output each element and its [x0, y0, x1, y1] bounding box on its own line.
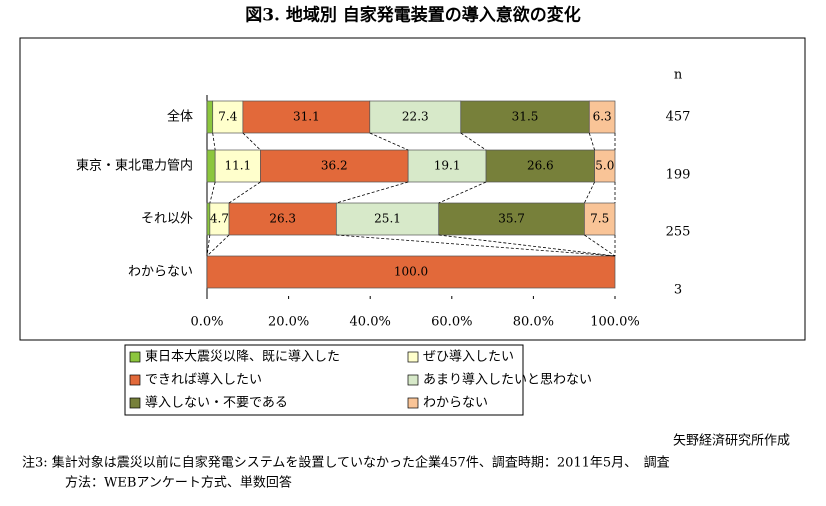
value-label: 31.1: [293, 110, 320, 124]
legend-swatch: [129, 374, 141, 386]
legend-swatch: [407, 397, 419, 409]
n-value: 3: [674, 283, 682, 298]
value-label: 4.7: [210, 212, 229, 226]
connector: [369, 132, 409, 151]
n-value: 199: [666, 168, 691, 183]
bar-segment: [228, 202, 337, 236]
value-label: 35.7: [498, 212, 525, 226]
legend-label: わからない: [423, 396, 488, 411]
legend-swatch: [407, 374, 419, 386]
connector: [212, 132, 216, 151]
value-label: 26.6: [527, 159, 554, 173]
bar-segment: [407, 149, 487, 183]
legend-frame: [124, 344, 524, 416]
x-tick-label: 60.0%: [431, 315, 472, 330]
x-tick-label: 100.0%: [590, 315, 640, 330]
value-label: 19.1: [434, 159, 461, 173]
y-tick-label: わからない: [128, 265, 193, 280]
bar-segment: [584, 202, 616, 236]
n-header: n: [674, 68, 683, 83]
x-tick-label: 80.0%: [513, 315, 554, 330]
y-tick-label: それ以外: [141, 212, 193, 227]
legend-label: あまり導入したいと思わない: [423, 373, 592, 388]
value-label: 100.0: [394, 265, 428, 279]
bar-segment: [369, 100, 462, 134]
n-value: 457: [666, 110, 691, 125]
connector: [438, 181, 487, 204]
connector: [209, 181, 216, 204]
bar-segment: [460, 100, 590, 134]
connector: [206, 234, 211, 257]
value-label: 11.1: [224, 159, 251, 173]
source: 矢野経済研究所作成: [673, 433, 790, 449]
legend-label: ぜひ導入したい: [423, 350, 514, 365]
connector: [336, 234, 616, 257]
value-label: 6.3: [593, 110, 612, 124]
legend-swatch: [407, 351, 419, 363]
chart-frame: [19, 37, 806, 341]
bar-segment: [206, 255, 616, 289]
value-label: 31.5: [512, 110, 539, 124]
connector: [584, 181, 595, 204]
legend-label: 導入しない・不要である: [145, 396, 288, 411]
legend-swatch: [129, 397, 141, 409]
x-tick-label: 20.0%: [268, 315, 309, 330]
legend-swatch: [129, 351, 141, 363]
connector: [438, 234, 616, 257]
value-label: 26.3: [269, 212, 296, 226]
value-label: 7.4: [218, 110, 237, 124]
n-value: 255: [666, 225, 691, 240]
value-label: 25.1: [374, 212, 401, 226]
value-label: 7.5: [590, 212, 609, 226]
connector: [584, 234, 616, 257]
bar-segment: [212, 100, 244, 134]
value-label: 36.2: [321, 159, 348, 173]
legend-label: 東日本大震災以降、既に導入した: [145, 349, 340, 365]
note: 方法：WEBアンケート方式、単数回答: [65, 475, 292, 491]
bar-segment: [485, 149, 595, 183]
chart-title: 図3. 地域別 自家発電装置の導入意欲の変化: [245, 5, 581, 26]
bar-segment: [594, 149, 616, 183]
bar-segment: [335, 202, 440, 236]
x-tick-label: 0.0%: [190, 315, 223, 330]
y-tick-label: 全体: [167, 109, 193, 125]
bar-segment: [438, 202, 585, 236]
connector: [242, 132, 261, 151]
value-label: 22.3: [402, 110, 429, 124]
note: 注3: 集計対象は震災以前に自家発電システムを設置していなかった企業457件、調…: [22, 455, 670, 471]
bar-segment: [206, 100, 214, 134]
bar-segment: [206, 149, 216, 183]
x-tick-label: 40.0%: [350, 315, 391, 330]
legend-label: できれば導入したい: [145, 373, 262, 388]
connector: [206, 234, 230, 257]
bar-segment: [242, 100, 371, 134]
connector: [228, 181, 261, 204]
connector: [460, 132, 487, 151]
bar-segment: [588, 100, 616, 134]
connector: [588, 132, 595, 151]
value-label: 5.0: [595, 159, 614, 173]
connector: [336, 181, 409, 204]
y-tick-label: 東京・東北電力管内: [76, 158, 193, 174]
